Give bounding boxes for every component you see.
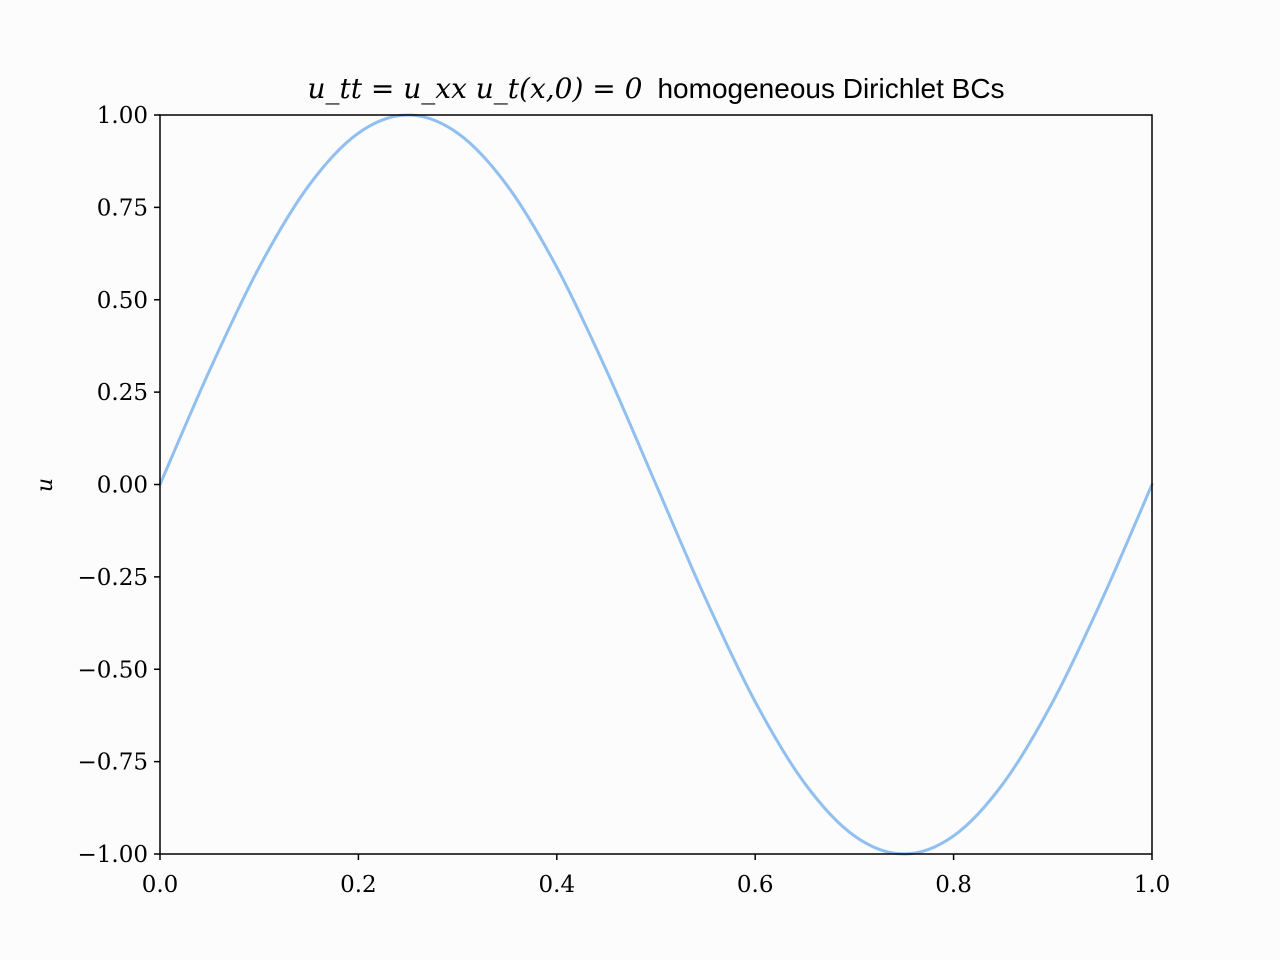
y-axis-label: u	[33, 478, 58, 492]
x-tick-label: 0.0	[142, 872, 179, 898]
y-tick-label: 0.75	[97, 195, 148, 221]
y-tick-label: 0.25	[97, 380, 148, 406]
y-axis-ticks: 1.00 0.75 0.50 0.25 0.00 −0.25 −0.50 −0.75 −1.00	[78, 103, 160, 868]
y-tick-label: 1.00	[97, 103, 148, 129]
x-tick-label: 0.8	[935, 872, 972, 898]
y-tick-label: −0.75	[78, 750, 148, 776]
x-tick-label: 0.2	[340, 872, 377, 898]
x-axis-ticks: 0.0 0.2 0.4 0.6 0.8 1.0	[142, 854, 1171, 898]
series-line-0	[158, 113, 1154, 856]
x-tick-label: 1.0	[1134, 872, 1171, 898]
plot-area: 0.0 0.2 0.4 0.6 0.8 1.0 1.00 0.75 0.50 0.25 0.00 −…	[78, 103, 1171, 898]
y-tick-label: −0.25	[78, 565, 148, 591]
series-layer	[158, 113, 1154, 856]
y-tick-label: 0.00	[97, 473, 148, 499]
x-tick-label: 0.6	[737, 872, 774, 898]
chart-title-text: homogeneous Dirichlet BCs	[657, 73, 1004, 104]
y-tick-label: 0.50	[97, 288, 148, 314]
chart-title-math: u_tt = u_xx u_t(x,0) = 0	[307, 72, 642, 105]
x-tick-label: 0.4	[539, 872, 576, 898]
y-tick-label: −1.00	[78, 842, 148, 868]
chart-title: u_tt = u_xx u_t(x,0) = 0 homogeneous Dir…	[307, 72, 1004, 105]
y-tick-label: −0.50	[78, 657, 148, 683]
